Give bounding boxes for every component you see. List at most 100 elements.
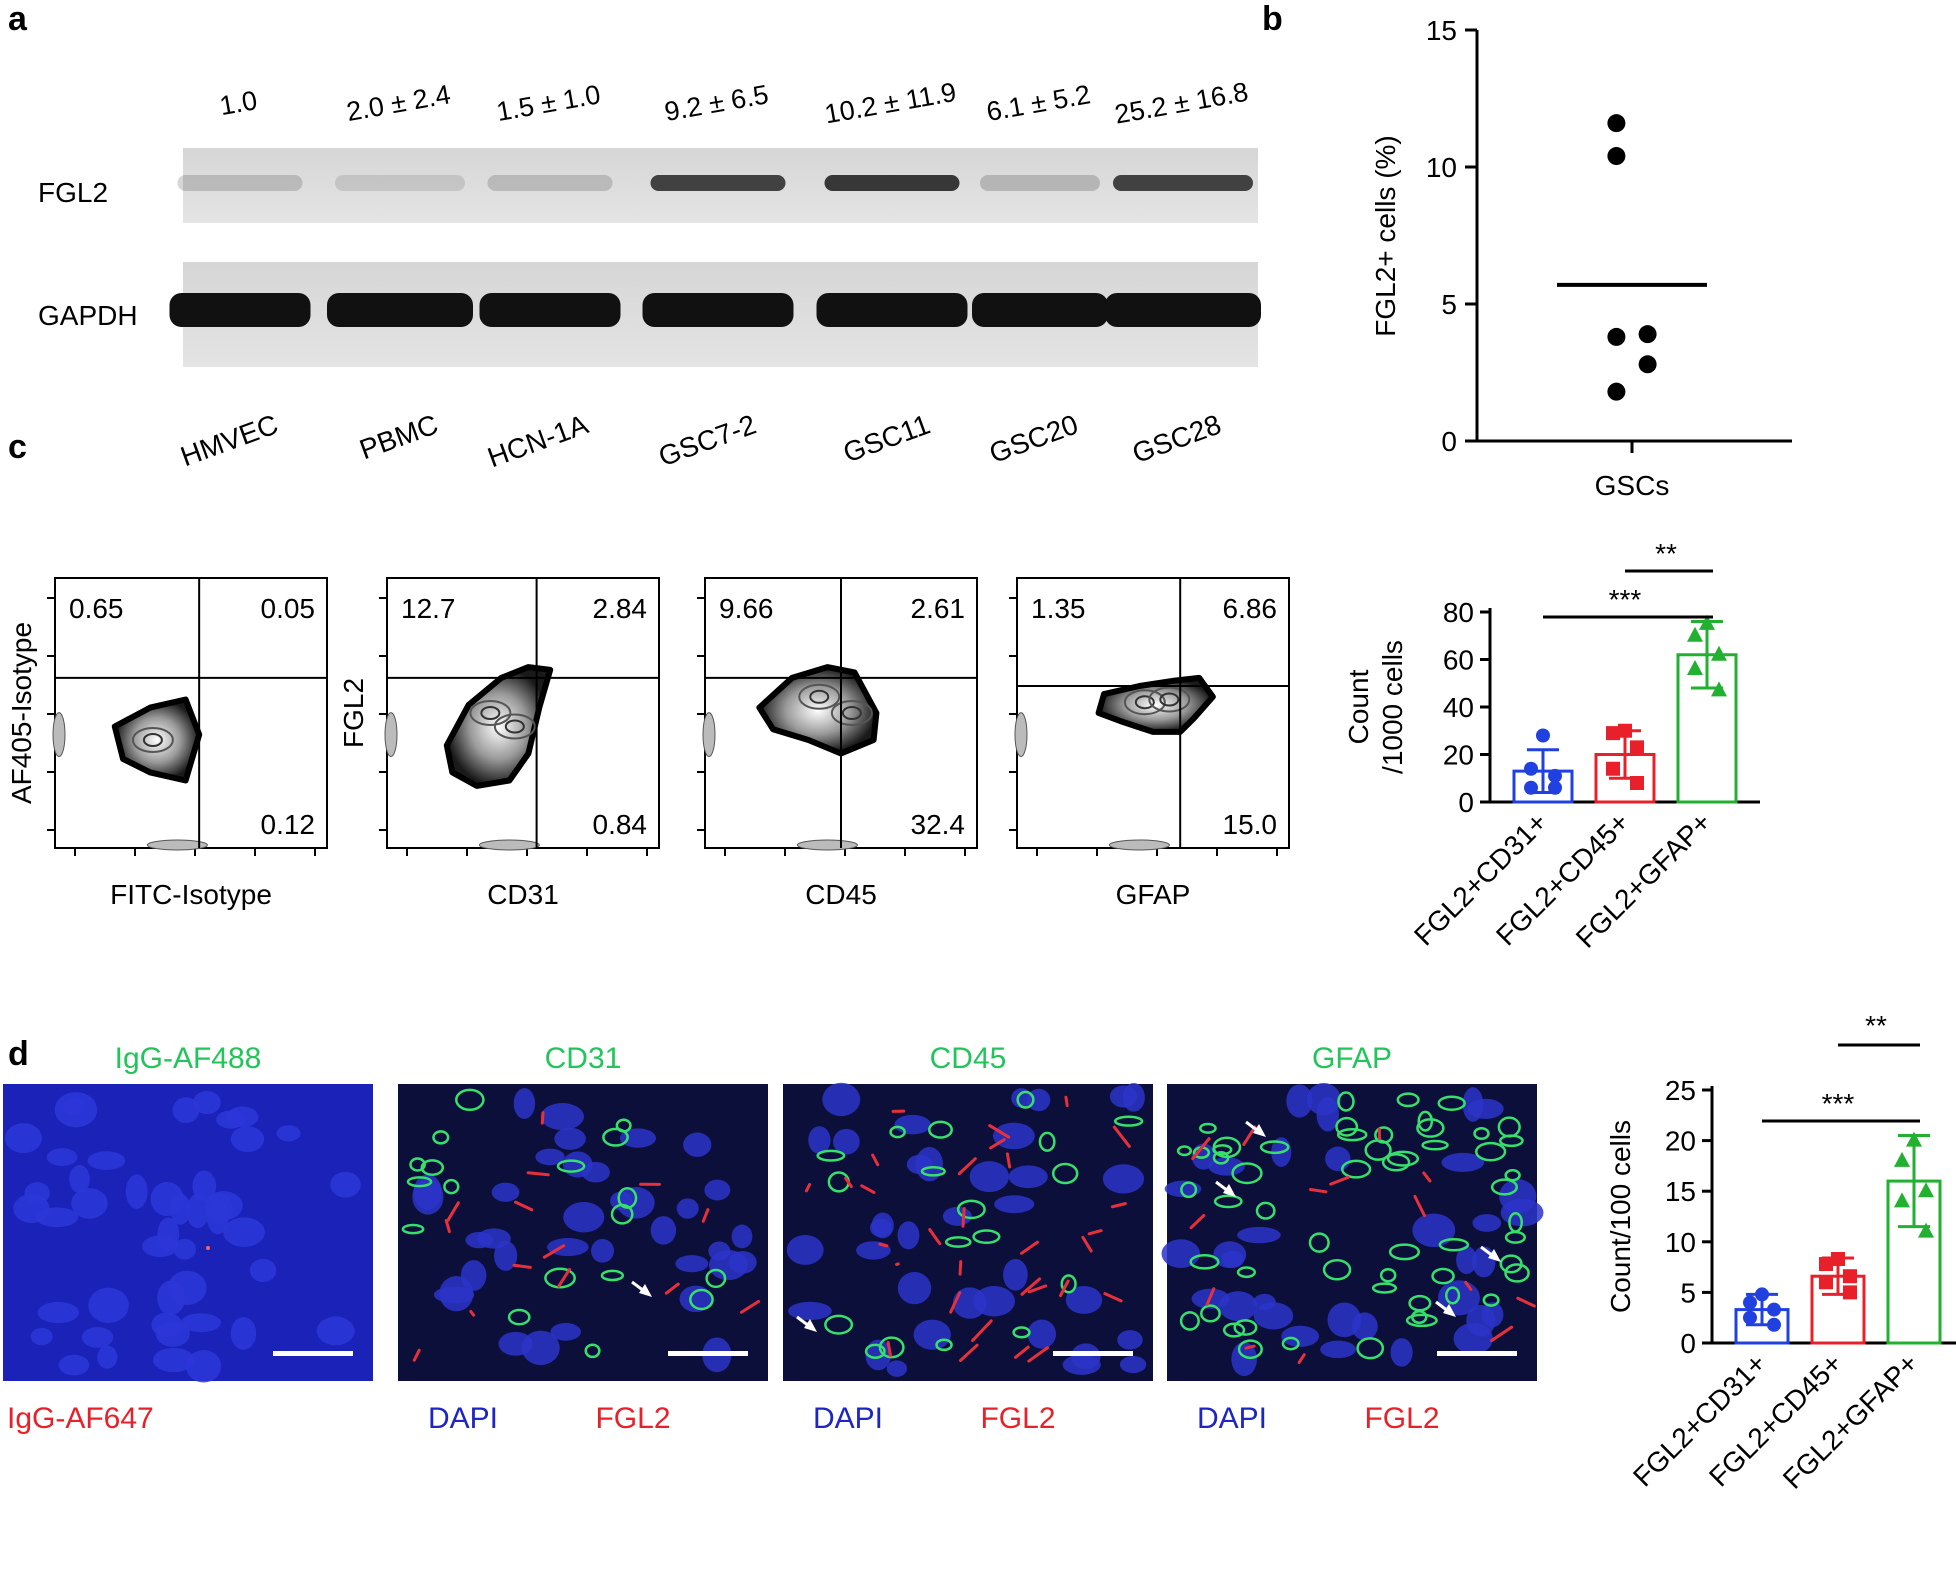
red-signal (1413, 1194, 1426, 1218)
edge-population (1014, 712, 1028, 758)
edge-population (1108, 839, 1170, 851)
green-signal (1237, 1339, 1263, 1360)
nucleus (1117, 1330, 1143, 1350)
red-signal (989, 1138, 1006, 1150)
green-signal (956, 1199, 986, 1220)
y-tick-label: 20 (1443, 740, 1474, 771)
nucleus (808, 1126, 831, 1154)
flow-plot: 9.66 2.61 32.4 CD45 (697, 577, 978, 910)
gapdh-band (642, 293, 794, 327)
nucleus (675, 1255, 709, 1273)
scale-bar (1437, 1351, 1517, 1356)
red-signal (446, 1201, 460, 1222)
y-tick-label: 0 (1680, 1328, 1696, 1359)
fgl2-band (650, 175, 786, 191)
nucleus (581, 1161, 610, 1183)
data-point (1536, 728, 1550, 743)
if-panel: CD31 DAPI FGL2 (398, 1042, 768, 1435)
nucleus (1441, 1152, 1485, 1172)
green-signal (1189, 1254, 1220, 1270)
nucleus (1351, 1312, 1378, 1341)
arrow-head (639, 1284, 652, 1297)
green-signal (1180, 1181, 1198, 1199)
green-signal (1213, 1194, 1243, 1209)
nucleus (1462, 1087, 1484, 1122)
red-signal (1297, 1353, 1306, 1365)
green-signal (600, 1269, 625, 1282)
data-point (1524, 780, 1538, 795)
lane-label: GSC11 (839, 409, 934, 469)
nucleus (1325, 1146, 1351, 1172)
contour-ring (1159, 692, 1180, 707)
nucleus (865, 1339, 892, 1371)
nucleus (1481, 1301, 1504, 1328)
green-signal (1490, 1178, 1519, 1196)
data-point (1630, 740, 1644, 755)
lane-label: HMVEC (176, 409, 282, 473)
panel-label-c: c (8, 428, 27, 466)
red-signal (526, 1171, 550, 1177)
green-signal (602, 1127, 629, 1147)
green-signal (1498, 1134, 1524, 1148)
green-signal (1060, 1274, 1077, 1294)
contour-ring (809, 689, 830, 704)
red-signal (1308, 1187, 1328, 1194)
nucleus (1070, 1343, 1101, 1370)
red-signal (1329, 1175, 1350, 1186)
arrow-head (804, 1319, 817, 1332)
nucleus (97, 1345, 118, 1369)
red-signal (1189, 1213, 1206, 1230)
data-point (1606, 761, 1620, 776)
nucleus (1286, 1084, 1313, 1118)
nucleus (413, 1174, 442, 1210)
green-signal (1176, 1145, 1193, 1157)
stain-label-bottom-left: DAPI (1197, 1402, 1267, 1435)
y-tick-label: 10 (1665, 1227, 1696, 1258)
data-point (1767, 1302, 1781, 1317)
nucleus (1281, 1325, 1320, 1347)
green-signal (401, 1223, 425, 1235)
red-signal (1019, 1240, 1040, 1255)
nucleus (192, 1170, 217, 1202)
nucleus (676, 1198, 699, 1219)
green-signal (1335, 1116, 1359, 1137)
data-point (1894, 1151, 1910, 1167)
gapdh-band (972, 293, 1108, 327)
immunofluorescence-panel: IgG-AF488 IgG-AF647 CD31 DAPI FGL2 CD45 DAPI FG… (3, 1042, 1544, 1435)
green-signal (1179, 1311, 1200, 1331)
nucleus (172, 1097, 200, 1124)
flow-cytometry-panel: 0.65 0.05 0.12 FITC-Isotype AF405-Isotype 12.… (6, 577, 1290, 910)
data-point (1819, 1257, 1833, 1272)
red-signal (988, 1124, 1011, 1139)
gapdh-band (169, 293, 311, 327)
contour-ring (142, 733, 163, 747)
green-signal (1336, 1128, 1368, 1142)
quadrant-ur: 2.61 (911, 593, 966, 624)
red-signal (1005, 1152, 1012, 1169)
y-axis-label: FGL2+ cells (%) (1370, 135, 1401, 337)
gapdh-band (816, 293, 968, 327)
nucleus (1008, 1165, 1048, 1189)
nucleus (30, 1327, 53, 1346)
data-point (1711, 681, 1727, 697)
fgl2-band (980, 175, 1100, 191)
nucleus (186, 1194, 210, 1229)
fgl2-band (824, 175, 960, 191)
significance-label: ** (1655, 538, 1677, 569)
nucleus (69, 1164, 90, 1194)
nucleus (1472, 1246, 1496, 1278)
edge-population (146, 839, 208, 851)
contour-ring (469, 700, 512, 726)
green-signal (406, 1176, 433, 1188)
x-tick-label: FGL2+CD31+ (1627, 1347, 1772, 1492)
red-signal (514, 1200, 534, 1212)
data-point (1767, 1317, 1781, 1332)
nucleus (1102, 1164, 1145, 1194)
y-axis-label: /1000 cells (1377, 640, 1408, 774)
green-signal (1437, 1095, 1466, 1111)
nucleus (1390, 1338, 1413, 1367)
quant-label: 25.2 ± 16.8 (1112, 77, 1250, 130)
green-signal (420, 1159, 445, 1177)
y-tick-label: 20 (1665, 1126, 1696, 1157)
